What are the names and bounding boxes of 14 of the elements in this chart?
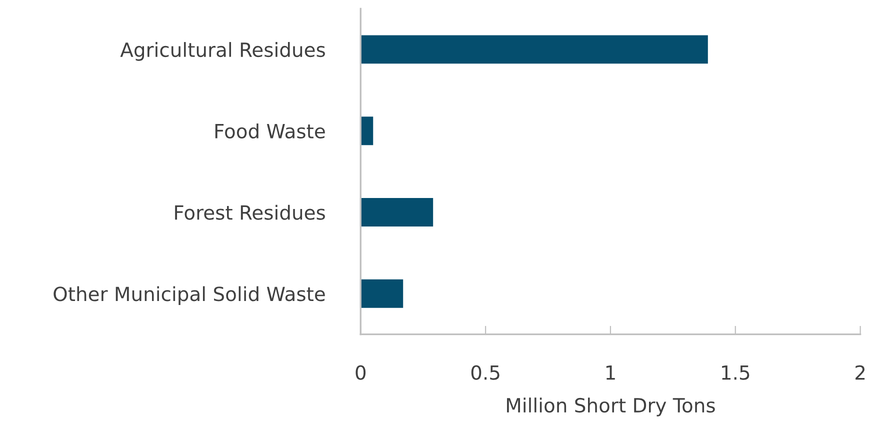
y-tick-label: Other Municipal Solid Waste <box>54 286 325 306</box>
y-tick-label: Forest Residues <box>175 204 325 220</box>
x-axis-title: Million Short Dry Tons <box>507 398 715 416</box>
x-tick-label: 2 <box>856 365 865 380</box>
x-tick-label: 1.5 <box>722 365 750 380</box>
bar <box>360 198 434 226</box>
x-tick-label: 0 <box>356 365 366 380</box>
x-tick-label: 1 <box>606 365 615 380</box>
y-tick-label: Agricultural Residues <box>120 42 325 61</box>
bar <box>360 279 404 308</box>
bar <box>360 116 374 146</box>
bar <box>360 35 708 64</box>
y-tick-label: Food Waste <box>215 123 325 138</box>
x-tick-label: 0.5 <box>471 365 500 380</box>
